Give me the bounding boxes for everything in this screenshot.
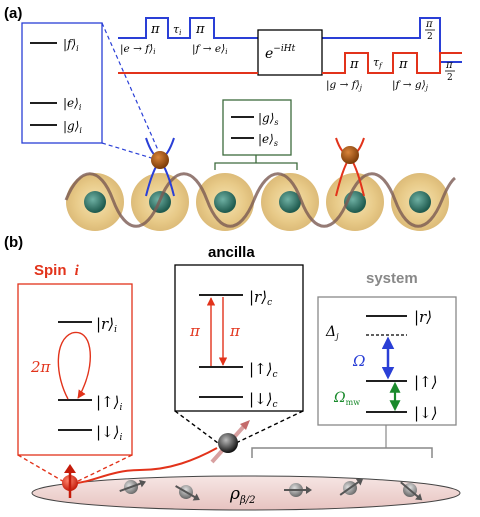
lattice-atoms [66,173,449,231]
blue-final-pulse-num: π [425,19,433,30]
system-e-label: |e⟩s [258,132,278,148]
level-e-label: |e⟩i [63,96,82,112]
spin-down-label: |↓⟩i [96,423,122,443]
red-pulse-sequence: π τf π |g → f⟩j |f → g⟩j π 2 [118,52,462,92]
brown-atom-i [151,151,169,169]
blue-final-pulse-den: 2 [427,32,433,42]
system-spin [284,483,312,497]
red-final-pulse-num: π [445,60,453,71]
ancilla-r-label: |r⟩c [249,288,272,308]
rho-label: ρβ/2 [229,484,256,506]
system-bracket [214,162,298,170]
system-down-label: |↓⟩ [414,404,437,422]
system-level-box: |g⟩s |e⟩s [222,99,292,156]
omega-label: Ω [352,352,365,370]
blue-pulse-2-label: π [195,22,205,37]
two-pi-label: 2π [30,358,52,376]
evolution-operator-label: e−iHt [265,44,296,62]
ancilla-pi-left-label: π [189,322,201,340]
spin-r-label: |r⟩i [96,315,117,335]
two-pi-loop-arrow [57,331,91,400]
level-g-label: |g⟩i [63,119,82,135]
blue-transition-2-label: |f → e⟩i [192,43,227,56]
level-f-label: |f⟩i [63,37,79,53]
ancilla-title: ancilla [208,244,255,261]
blue-pulse-sequence: π τi π |e → f⟩i |f → e⟩i π 2 [118,17,462,63]
system-title: system [366,270,418,287]
system-spin [339,478,364,496]
atom-level-box: |f⟩i |e⟩i |g⟩i [21,22,103,144]
red-pulse-2-label: π [398,57,408,72]
blue-pulse-1-label: π [150,22,160,37]
omega-mw-label: Ωmw [333,390,360,407]
spin-i-atom [62,464,78,498]
system-spin [400,481,423,501]
system-up-label: |↑⟩ [414,373,437,391]
zoom-connector-top [101,22,159,151]
red-final-pulse-den: 2 [447,73,453,83]
system-spin [119,479,147,494]
delta-label: Δj [325,324,339,341]
system-g-label: |g⟩s [258,111,279,127]
spin-up-label: |↑⟩i [96,393,122,413]
red-transition-2-label: |f → g⟩j [392,79,429,92]
ancilla-connector-left [174,410,219,444]
ancilla-connector-right [235,410,304,444]
system-bracket-b [251,447,433,458]
ancilla-atom [210,420,250,464]
spin-ancilla-link [69,447,218,485]
lattice-atom [196,173,254,231]
red-pulse-1-label: π [349,57,359,72]
system-r-label: |r⟩ [414,308,432,326]
optical-lattice-wave [64,172,457,228]
lattice-atom [261,173,319,231]
spin-level-box: |r⟩i |↑⟩i |↓⟩i 2π [17,283,133,456]
panel-b-label: (b) [4,234,23,251]
spin-connector-right [73,454,133,484]
blue-transition-1-label: |e → f⟩i [120,43,155,56]
system-spin [175,485,200,501]
panel-a-label: (a) [4,5,22,22]
red-tau-label: τf [373,56,383,70]
red-transition-1-label: |g → f⟩j [326,79,363,92]
lattice-atom [66,173,124,231]
spin-title: Spin i [34,262,80,279]
spin-connector-left [17,454,67,484]
system-spins [119,478,423,501]
ancilla-level-box: π π |r⟩c |↑⟩c |↓⟩c [174,264,304,412]
blue-tau-label: τi [173,23,181,37]
system-b-level-box: Δj |r⟩ Ω |↑⟩ Ωmw |↓⟩ [317,296,457,426]
brown-atom-j [341,146,359,164]
ancilla-pi-right-label: π [229,322,241,340]
evolution-operator-box: e−iHt [257,29,323,76]
ancilla-down-label: |↓⟩c [249,390,278,410]
zoom-connector-bottom [101,142,159,161]
ancilla-up-label: |↑⟩c [249,360,278,380]
